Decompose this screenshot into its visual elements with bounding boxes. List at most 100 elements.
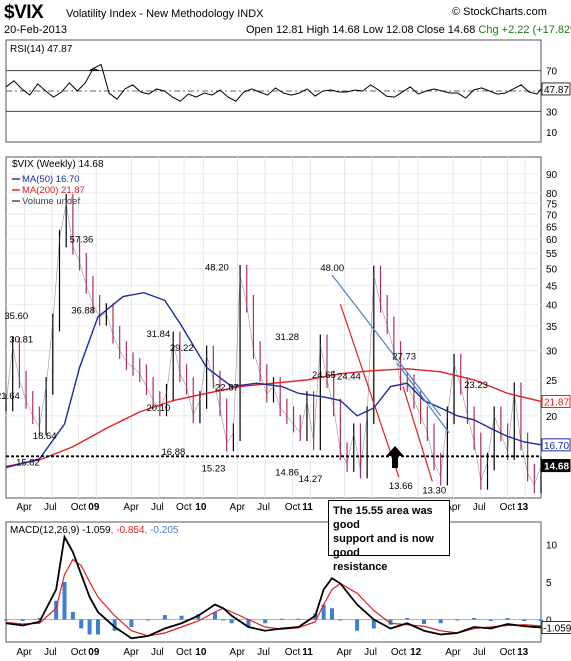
macd-hist-bar xyxy=(179,615,184,620)
macd-hist-bar xyxy=(20,619,25,621)
macd-tick-label: 5 xyxy=(546,578,552,589)
macd-frame xyxy=(5,521,542,643)
annotation-line: support and is now good xyxy=(333,533,434,559)
macd-hist-bar xyxy=(539,619,543,622)
price-data-label: 57.36 xyxy=(70,234,94,245)
price-line xyxy=(5,203,542,486)
price-last-box xyxy=(541,438,571,452)
price-x-label: Jul xyxy=(151,502,164,513)
price-x-label: 10 xyxy=(195,502,207,513)
macd-x-label: Apr xyxy=(230,647,246,658)
macd-hist-bar xyxy=(338,619,343,621)
price-tick-label: 40 xyxy=(546,300,558,311)
macd-hist-bar xyxy=(405,618,410,620)
price-data-label: 27.73 xyxy=(392,351,416,362)
macd-x-label: Jul xyxy=(257,647,270,658)
price-data-label: 15.82 xyxy=(16,458,40,469)
price-tick-label: 30 xyxy=(546,347,558,358)
price-tick-label: 90 xyxy=(546,170,558,181)
price-x-label: Apr xyxy=(445,502,461,513)
trend-line xyxy=(331,274,442,417)
macd-x-label: Jul xyxy=(364,647,377,658)
macd-hist-bar xyxy=(371,619,376,629)
price-data-label: 48.00 xyxy=(320,263,344,274)
macd-hist-bar xyxy=(79,619,84,629)
macd-x-label: Oct xyxy=(285,647,301,658)
rsi-overbought-area xyxy=(89,68,100,71)
macd-hist-bar xyxy=(279,618,284,620)
macd-legend-entry: MACD(12,26,9) -1.059 xyxy=(10,525,111,536)
source-credit: © StockCharts.com xyxy=(452,6,547,18)
price-x-label: 13 xyxy=(517,502,529,513)
price-x-label: 11 xyxy=(302,502,313,513)
price-data-label: 48.20 xyxy=(205,262,229,273)
price-data-label: 31.84 xyxy=(146,329,170,340)
macd-x-label: 12 xyxy=(410,647,422,658)
macd-hist-bar xyxy=(4,619,8,621)
macd-hist-bar xyxy=(505,618,510,620)
macd-x-label: Jul xyxy=(44,647,57,658)
chart-symbol: $VIX xyxy=(4,2,44,23)
macd-hist-bar xyxy=(321,604,326,620)
macd-x-label: Apr xyxy=(445,647,461,658)
macd-x-label: 13 xyxy=(517,647,529,658)
macd-hist-bar xyxy=(263,619,268,624)
macd-hist-bar xyxy=(62,582,67,620)
macd-x-label: Apr xyxy=(123,647,139,658)
price-data-label: 24.44 xyxy=(337,372,361,383)
macd-hist-bar xyxy=(146,619,151,621)
macd-hist-bar xyxy=(488,619,493,621)
price-x-label: Apr xyxy=(16,502,32,513)
chart-date: 20-Feb-2013 xyxy=(4,24,67,36)
trend-line xyxy=(396,362,450,434)
price-tick-label: 80 xyxy=(546,189,558,200)
macd-x-label: Apr xyxy=(16,647,32,658)
price-tick-label: 70 xyxy=(546,210,558,221)
macd-legend-entry: , -0.854 xyxy=(111,525,145,536)
macd-hist-bar xyxy=(421,619,426,624)
price-data-label: 31.28 xyxy=(275,332,299,343)
price-data-label: 35.60 xyxy=(4,311,28,322)
ma200-line xyxy=(5,368,542,468)
price-data-label: 23.23 xyxy=(464,380,488,391)
price-x-label: Jul xyxy=(473,502,486,513)
annotation-box: The 15.55 area was good support and is n… xyxy=(328,500,450,573)
macd-x-label: Oct xyxy=(500,647,516,658)
macd-x-label: Jul xyxy=(151,647,164,658)
annotation-line: resistance xyxy=(333,561,388,573)
price-tick-label: 35 xyxy=(546,322,558,333)
macd-panel: 10 5 0-1.059 MACD(12,26,9) -1.059, -0.854, … xyxy=(4,521,571,658)
price-tick-label: 55 xyxy=(546,249,558,260)
macd-hist-bar xyxy=(330,608,335,620)
macd-x-label: Oct xyxy=(176,647,192,658)
macd-hist-bar xyxy=(246,619,251,627)
ohlc-values: Open 12.81 High 14.68 Low 12.08 Close 14… xyxy=(246,24,476,36)
macd-hist-bar xyxy=(388,619,393,625)
price-data-label: 30.81 xyxy=(9,334,33,345)
price-tick-label: 45 xyxy=(546,281,558,292)
macd-x-label: Oct xyxy=(391,647,407,658)
price-last-box xyxy=(541,394,571,408)
price-tick-label: 50 xyxy=(546,264,558,275)
price-tick-label: 75 xyxy=(546,199,558,210)
price-legend-entry: MA(50) 16.70 xyxy=(22,174,80,185)
price-data-label: 13.30 xyxy=(422,485,446,496)
annotation-line: The 15.55 area was good xyxy=(333,505,433,531)
macd-hist-bar xyxy=(472,618,477,620)
macd-hist-bar xyxy=(455,619,460,621)
price-tick-label: 60 xyxy=(546,235,558,246)
price-data-label: 14.86 xyxy=(275,468,299,479)
price-data-label: 29.22 xyxy=(170,343,194,354)
macd-x-label: Oct xyxy=(71,647,87,658)
price-data-label: 14.27 xyxy=(299,474,323,485)
price-x-label: Apr xyxy=(230,502,246,513)
price-tick-label: 25 xyxy=(546,376,558,387)
macd-hist-bar xyxy=(70,612,75,620)
price-x-label: Oct xyxy=(176,502,192,513)
price-x-label: Oct xyxy=(71,502,87,513)
price-data-label: 22.87 xyxy=(215,382,239,393)
macd-hist-bar xyxy=(37,618,42,620)
ma50-line xyxy=(5,292,542,469)
